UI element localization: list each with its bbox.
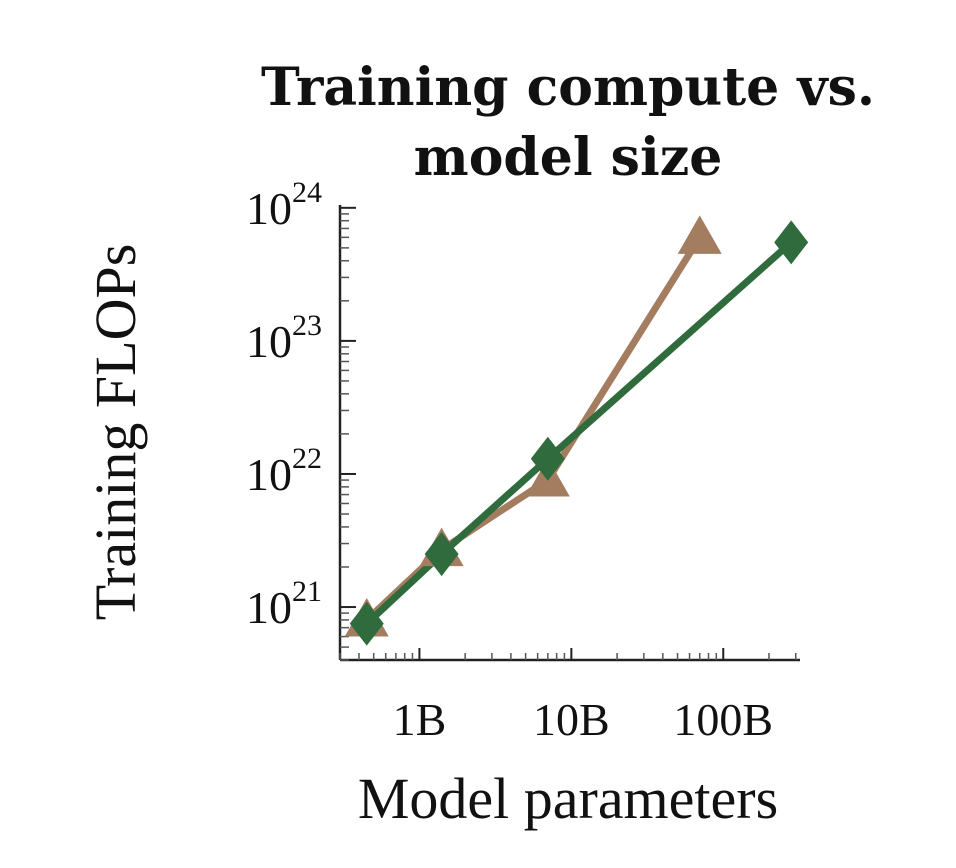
- y-tick-label: 1024: [246, 176, 322, 234]
- series-layer: [344, 215, 809, 646]
- series-1-point: [530, 436, 565, 481]
- series-1-point: [349, 601, 384, 646]
- y-tick-label: 1022: [246, 442, 322, 500]
- x-axis-label: Model parameters: [358, 766, 778, 831]
- y-tick-exponent: 21: [292, 575, 322, 608]
- y-tick-base: 10: [246, 582, 292, 633]
- y-tick-exponent: 24: [292, 176, 322, 209]
- chart-title-line-2: model size: [414, 127, 723, 188]
- y-tick-base: 10: [246, 183, 292, 234]
- axes: [338, 205, 800, 662]
- series-0-point: [677, 215, 722, 254]
- series-0-line: [363, 233, 704, 624]
- x-tick-label: 1B: [393, 694, 447, 745]
- series-1-point: [424, 532, 459, 577]
- y-tick-base: 10: [246, 449, 292, 500]
- y-tick-label: 1023: [246, 309, 322, 367]
- chart-title-line-1: Training compute vs.: [261, 57, 875, 118]
- x-tick-label: 10B: [533, 694, 610, 745]
- y-tick-base: 10: [246, 316, 292, 367]
- series-1-point: [774, 220, 809, 265]
- x-tick-label: 100B: [673, 694, 773, 745]
- y-tick-label: 1021: [246, 575, 322, 633]
- series-1-line: [363, 238, 795, 628]
- y-tick-exponent: 22: [292, 442, 322, 475]
- y-tick-exponent: 23: [292, 309, 322, 342]
- y-axis-label: Training FLOPs: [83, 244, 148, 621]
- axis-ticks: [339, 206, 797, 661]
